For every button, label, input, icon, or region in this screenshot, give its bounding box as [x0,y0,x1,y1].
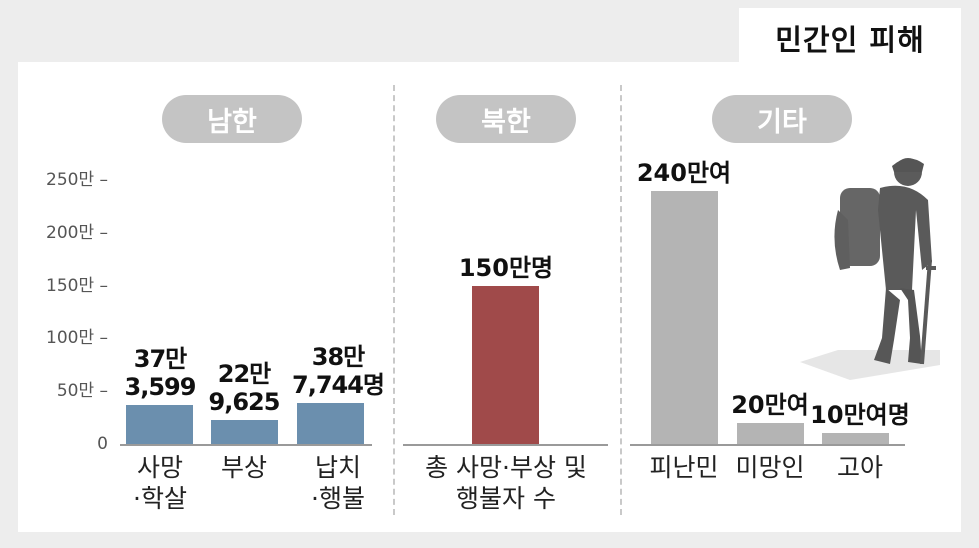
x-axis-baseline [120,444,372,446]
x-axis-baseline [403,444,608,446]
bar [651,190,718,444]
group-label-other: 기타 [712,95,852,143]
bar [211,419,278,444]
category-label: 미망인 [735,453,805,482]
group-label-north: 북한 [436,95,576,143]
category-label: 피난민 [649,453,719,482]
y-tick-label: 200만 – [46,222,108,243]
bar-value-label: 10만여명 [810,401,910,430]
soldier-with-crutch-icon [800,158,940,380]
category-label: 부상 [220,453,267,482]
bar [126,404,193,444]
bar [737,422,804,444]
group-divider-2 [620,85,622,515]
bar [297,403,364,444]
bar-value-label: 20만여 [731,390,809,419]
y-tick-label: 250만 – [46,170,108,190]
bar-value-label: 150만명 [458,253,554,282]
category-label: 총 사망·부상 및 행불자 수 [425,453,587,513]
x-axis-baseline [630,444,905,446]
category-label: 납치 ·행불 [311,453,365,513]
bar-value-label: 37만 3,599 [124,344,197,401]
y-tick-label: 100만 – [46,328,108,349]
y-tick-label: 150만 – [46,275,108,296]
chart-title: 민간인 피해 [739,8,961,68]
category-label: 사망 ·학살 [133,453,187,513]
bar-value-label: 22만 9,625 [208,359,281,416]
group-label-south: 남한 [162,95,302,143]
bar-value-label: 38만 7,744명 [292,343,385,400]
group-divider-1 [393,85,395,515]
bar [472,285,539,444]
category-label: 고아 [836,453,883,482]
bar [822,433,889,444]
y-tick-label: 50만 – [56,381,108,402]
y-tick-label: 0 [97,434,108,454]
bar-value-label: 240만여 [636,158,732,187]
